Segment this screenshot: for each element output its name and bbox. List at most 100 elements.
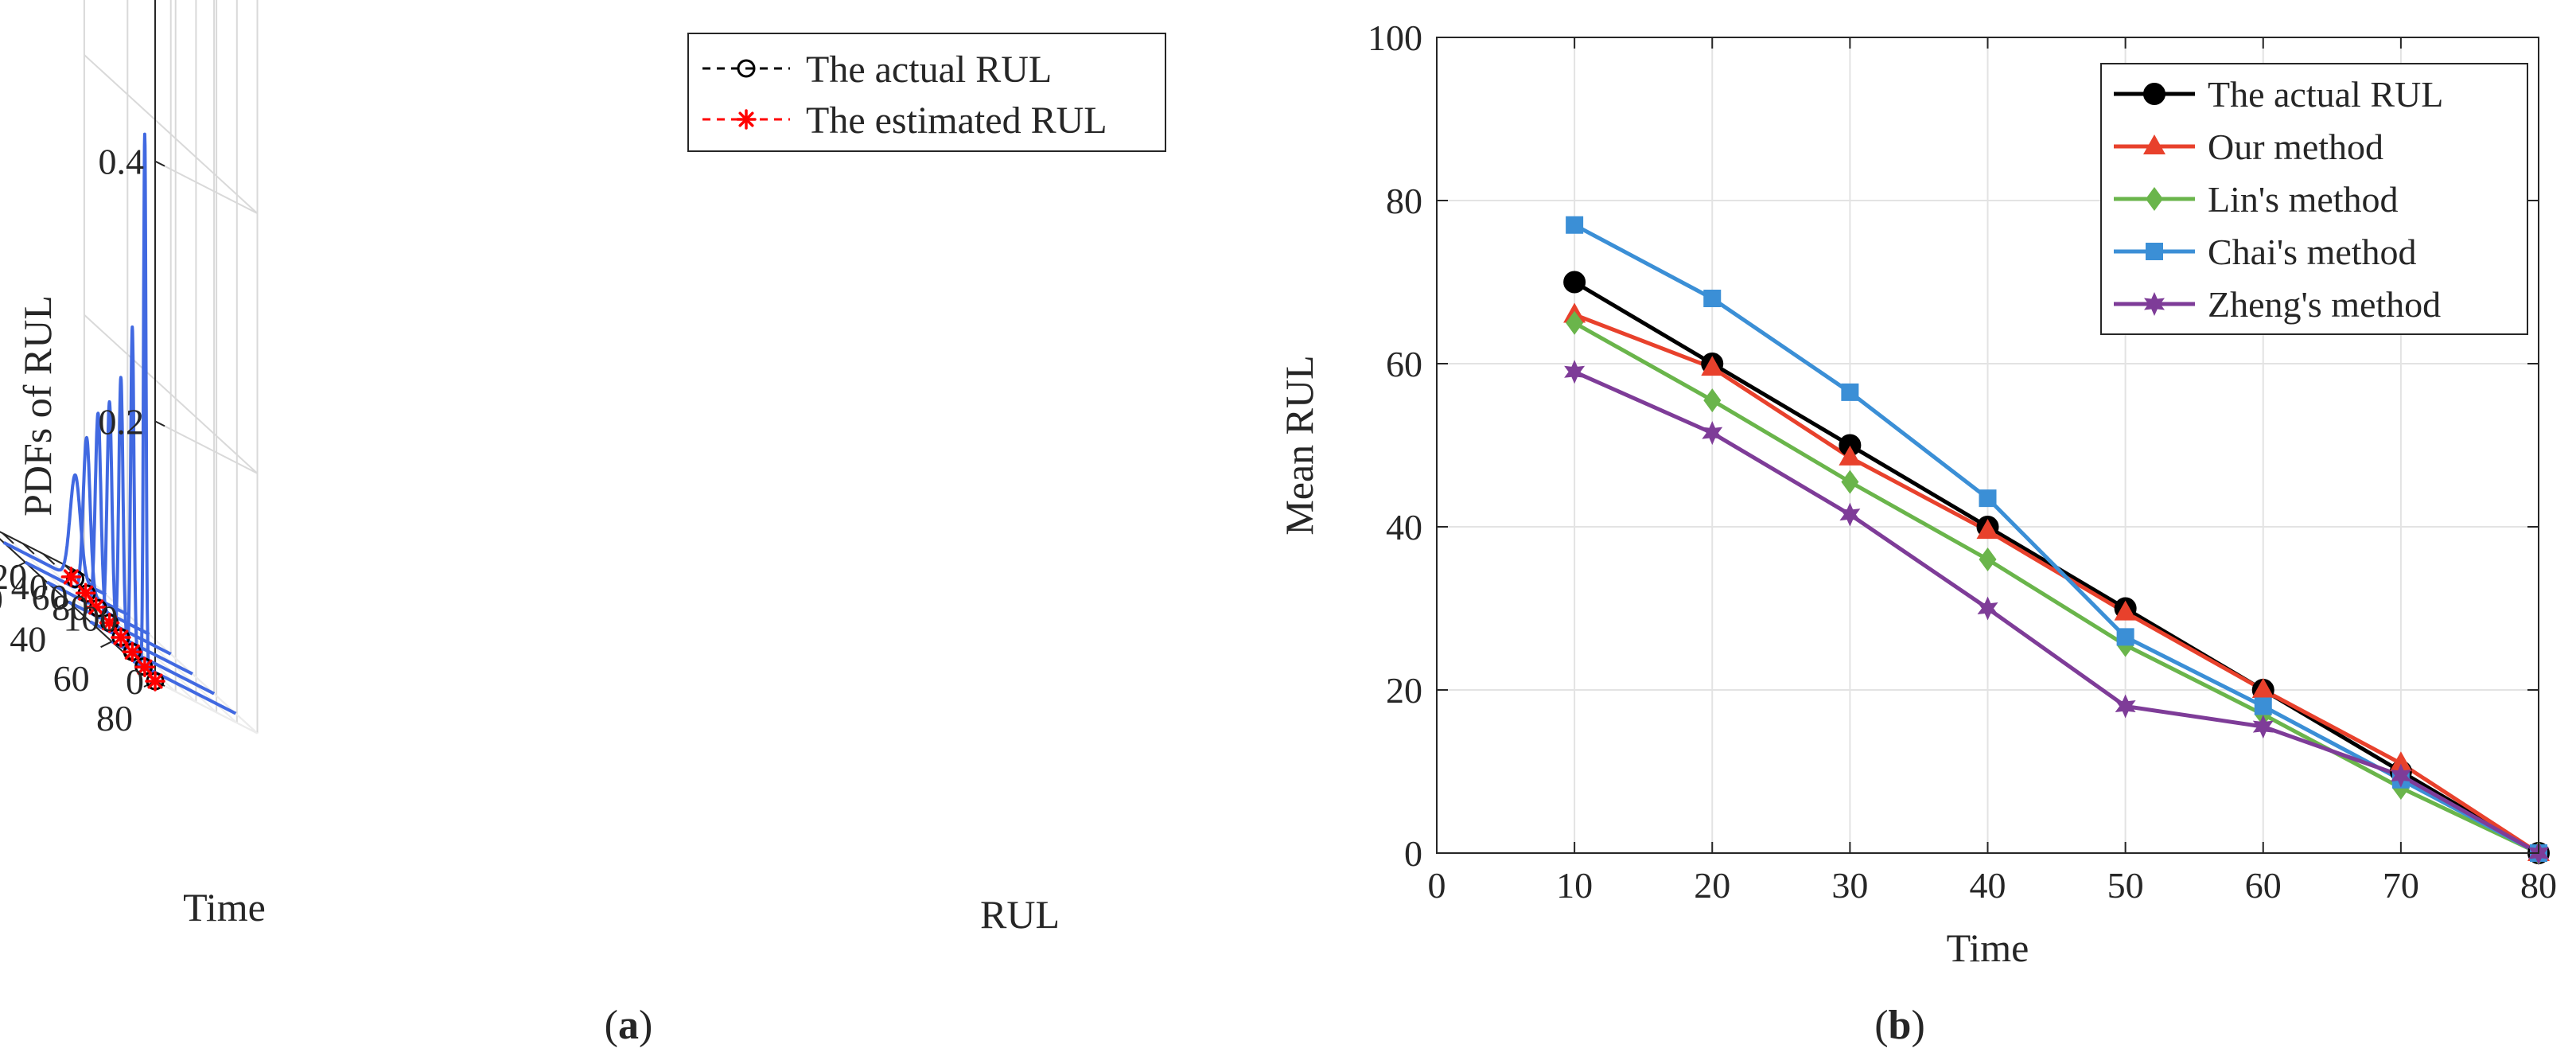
legend-label: The actual RUL xyxy=(2208,74,2443,115)
x-tick-label: 0 xyxy=(1428,865,1446,906)
y-tick-label: 100 xyxy=(1368,18,1422,58)
panel-a-legend: The actual RUL The estimated RUL xyxy=(687,33,1166,152)
data-point xyxy=(134,657,155,678)
data-point xyxy=(99,612,120,633)
panel-b-labels: 0 10 20 30 40 50 60 70 80 0 20 40 60 80 100 Time Mean RU… xyxy=(1277,18,2557,970)
legend-box xyxy=(687,33,1166,152)
x-tick-label: 80 xyxy=(2520,865,2557,906)
z-tick xyxy=(154,420,165,427)
series-line xyxy=(1573,321,2540,855)
x-tick-label: 30 xyxy=(1831,865,1868,906)
data-point xyxy=(2115,694,2136,719)
data-point xyxy=(2116,628,2134,646)
pdf-curve xyxy=(110,325,216,696)
x-tick-label: 70 xyxy=(2383,865,2419,906)
x-axis-label: Time xyxy=(1947,925,2029,970)
y-tick-label: 80 xyxy=(1386,181,1422,221)
y-tick xyxy=(14,561,26,569)
legend-marker xyxy=(2143,83,2165,105)
x-tick-label: 100 xyxy=(63,598,118,638)
data-point xyxy=(122,641,143,663)
grid-line xyxy=(154,680,258,735)
data-point xyxy=(145,671,165,692)
data-point xyxy=(2252,715,2274,739)
panel-a-series xyxy=(60,567,165,692)
data-point xyxy=(1566,216,1584,234)
panel-caption: (b) xyxy=(1874,1003,1925,1048)
series-line xyxy=(1574,370,2540,855)
x-axis-label: RUL xyxy=(980,892,1060,937)
panel-a-pdf-curves xyxy=(2,132,237,715)
data-point xyxy=(1566,310,1584,335)
data-point xyxy=(75,583,96,603)
legend-label: Lin's method xyxy=(2208,179,2399,220)
x-tick-label: 80 xyxy=(52,587,88,628)
panel-a-labels: 02040608010002040608000.20.40.6RULTimePD… xyxy=(0,142,1060,937)
panel-caption: (a) xyxy=(605,1003,653,1048)
legend-marker xyxy=(2146,243,2163,260)
y-tick-label: 60 xyxy=(53,658,90,699)
pdf-curve xyxy=(67,399,173,656)
pdf-curve xyxy=(2,473,107,596)
y-tick xyxy=(100,641,113,649)
data-point xyxy=(1703,290,1722,307)
y-tick-label: 80 xyxy=(96,698,133,738)
legend-label: Chai's method xyxy=(2208,232,2417,272)
data-point xyxy=(1564,360,1586,384)
data-point xyxy=(1976,519,1999,540)
data-point xyxy=(1977,596,1998,621)
x-tick-label: 40 xyxy=(11,567,48,607)
legend-marker xyxy=(736,109,757,130)
z-tick-label: 0 xyxy=(126,661,144,702)
data-point xyxy=(1703,388,1722,413)
panel-b-legend: The actual RUL Our method Lin's method Chai… xyxy=(2100,63,2528,335)
z-tick-label: 0.2 xyxy=(99,401,145,442)
data-point xyxy=(1841,383,1859,401)
legend-marker xyxy=(2143,134,2165,154)
data-point xyxy=(2114,600,2137,621)
legend-marker xyxy=(737,59,756,78)
data-point xyxy=(1702,421,1723,446)
legend-marker xyxy=(2144,292,2165,316)
data-point xyxy=(111,627,131,648)
y-tick-label: 40 xyxy=(10,618,46,659)
y-axis-label: Time xyxy=(183,885,266,929)
data-point xyxy=(2389,751,2412,772)
grid-line xyxy=(154,420,258,474)
x-tick-label: 60 xyxy=(2245,865,2282,906)
pdf-curve xyxy=(132,132,237,715)
y-tick-label: 0 xyxy=(1404,833,1422,874)
data-point xyxy=(1979,489,1997,508)
panel-b-axes xyxy=(1436,37,2539,854)
data-point xyxy=(1701,356,1724,376)
grid-line xyxy=(154,160,258,215)
x-tick-label: 20 xyxy=(1694,865,1730,906)
legend-label: Our method xyxy=(2208,127,2383,167)
y-tick-label: 20 xyxy=(0,579,3,620)
panel-b-series xyxy=(1563,216,2550,865)
x-tick xyxy=(42,553,56,565)
data-point xyxy=(85,597,107,618)
legend-marker xyxy=(2146,187,2163,211)
x-tick-label: 20 xyxy=(0,556,27,597)
legend-label: The actual RUL xyxy=(806,49,1052,91)
panel-captions: (a) (b) xyxy=(605,1003,1925,1048)
x-tick-label: 10 xyxy=(1556,865,1593,906)
data-point xyxy=(2251,678,2274,698)
x-tick xyxy=(22,543,35,555)
data-point xyxy=(1979,547,1997,571)
panel-b-line-chart: 0 10 20 30 40 50 60 70 80 0 20 40 60 80 100 Time Mean RU… xyxy=(1277,18,2557,970)
data-point xyxy=(1839,445,1862,466)
y-tick xyxy=(56,601,69,609)
z-tick-label: 0.4 xyxy=(99,142,145,182)
pdf-curve xyxy=(45,411,151,636)
y-tick-label: 60 xyxy=(1386,344,1422,384)
data-point xyxy=(2390,763,2411,788)
legend-label: The estimated RUL xyxy=(806,99,1107,142)
x-tick-label: 60 xyxy=(32,577,68,618)
y-tick-label: 40 xyxy=(1386,507,1422,547)
x-axis-rul xyxy=(0,531,85,576)
legend-label: Zheng's method xyxy=(2208,284,2441,325)
x-tick-label: 50 xyxy=(2107,865,2144,906)
